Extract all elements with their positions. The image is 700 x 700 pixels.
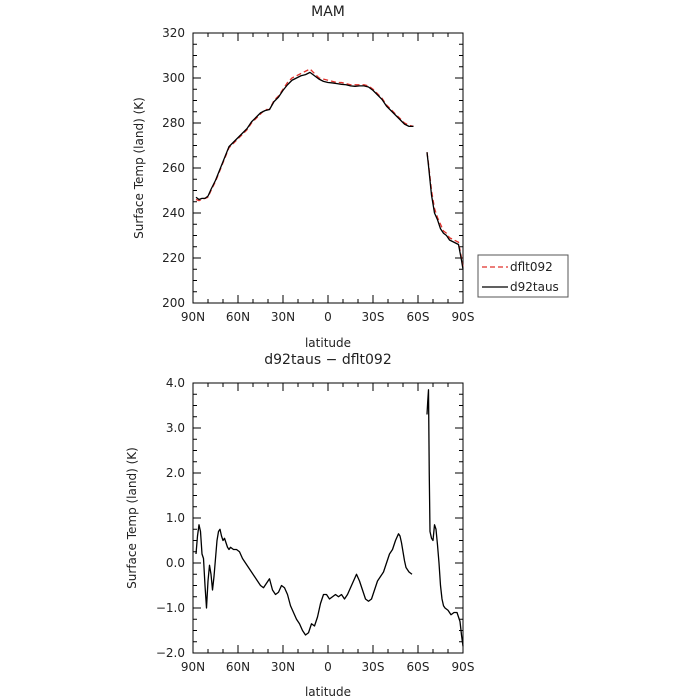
- series-d92taus-line-segment-1: [195, 71, 414, 201]
- top-ytick-label: 260: [162, 161, 185, 175]
- bottom-difference-series-line-segment-1: [195, 524, 413, 636]
- bottom-xtick-label: 30N: [271, 660, 295, 674]
- top-xtick-label: 0: [324, 310, 332, 324]
- top-ytick-label: 240: [162, 206, 185, 220]
- bottom-ytick-label: −2.0: [156, 646, 185, 660]
- bottom-ytick-label: 2.0: [166, 466, 185, 480]
- top-ytick-label: 200: [162, 296, 185, 310]
- top-ytick-label: 320: [162, 26, 185, 40]
- bottom-xtick-label: 30S: [362, 660, 385, 674]
- legend-label-d92taus: d92taus: [510, 280, 559, 294]
- bottom-xtick-label: 0: [324, 660, 332, 674]
- series-dflt092-line-segment-2: [426, 152, 464, 268]
- legend-box: [477, 254, 569, 298]
- bottom-panel-title: d92taus − dflt092: [264, 352, 391, 368]
- top-panel: MAM Surface Temp (land) (K) latitude 90N…: [132, 4, 569, 350]
- top-panel-ylabel: Surface Temp (land) (K): [132, 97, 146, 239]
- top-xtick-label: 90S: [452, 310, 475, 324]
- top-xtick-label: 90N: [181, 310, 205, 324]
- top-panel-xlabel: latitude: [305, 336, 351, 350]
- top-panel-title: MAM: [311, 4, 345, 20]
- bottom-plot-frame: [192, 382, 464, 654]
- top-plot-frame: [192, 32, 464, 304]
- bottom-panel-xlabel: latitude: [305, 685, 351, 699]
- top-ytick-label: 280: [162, 116, 185, 130]
- series-dflt092-line-segment-1: [195, 68, 414, 202]
- bottom-ytick-label: 3.0: [166, 421, 185, 435]
- bottom-panel-plot-area: 90N 60N 30N 0 30S 60S 90S −2.0 −1.0 0.0 1.0 2.0 3.0 4…: [156, 376, 475, 674]
- top-panel-plot-area: 90N 60N 30N 0 30S 60S 90S 200 220 240 260 280 300 320: [162, 26, 474, 324]
- top-xtick-label: 60S: [407, 310, 430, 324]
- series-d92taus-line-segment-2: [426, 152, 464, 270]
- top-ytick-label: 300: [162, 71, 185, 85]
- bottom-xtick-label: 60S: [407, 660, 430, 674]
- bottom-xtick-label: 90N: [181, 660, 205, 674]
- legend-label-dflt092: dflt092: [510, 260, 553, 274]
- legend: dflt092 d92taus: [477, 254, 569, 298]
- bottom-xtick-label: 90S: [452, 660, 475, 674]
- bottom-difference-series-line-segment-2: [426, 389, 464, 647]
- bottom-xtick-label: 60N: [226, 660, 250, 674]
- bottom-ytick-label: 0.0: [166, 556, 185, 570]
- bottom-panel-ylabel: Surface Temp (land) (K): [125, 447, 139, 589]
- top-xtick-label: 30N: [271, 310, 295, 324]
- bottom-panel: d92taus − dflt092 Surface Temp (land) (K…: [125, 352, 474, 699]
- bottom-ytick-label: 1.0: [166, 511, 185, 525]
- top-xtick-label: 60N: [226, 310, 250, 324]
- top-ytick-label: 220: [162, 251, 185, 265]
- bottom-ytick-label: 4.0: [166, 376, 185, 390]
- bottom-ytick-label: −1.0: [156, 601, 185, 615]
- top-xtick-label: 30S: [362, 310, 385, 324]
